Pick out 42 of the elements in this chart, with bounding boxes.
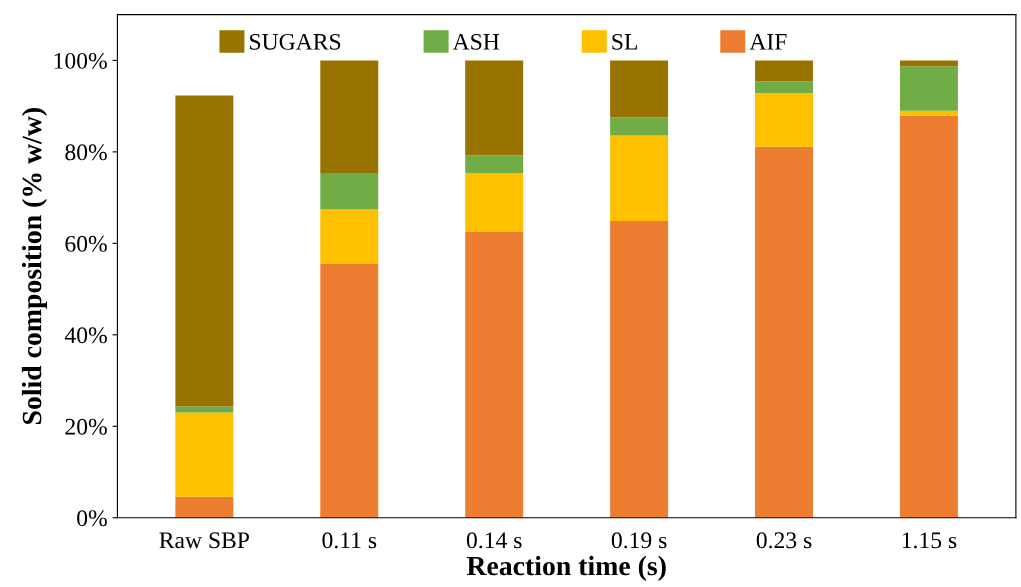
bar [465,60,524,156]
x-axis-title: Reaction time (s) [466,555,666,581]
bar [465,231,524,518]
bar [755,93,814,147]
legend-label: SUGARS [250,33,341,50]
bar [899,66,958,111]
bar [899,110,958,116]
x-tick-label: 0.14 s [466,532,522,549]
bar [175,95,234,407]
bar [755,81,814,94]
y-tick-label: 60% [65,235,107,252]
bar [899,115,958,518]
x-tick-label: 0.11 s [322,532,377,549]
bar [175,496,234,518]
bar [320,60,379,174]
legend-label: AIF [749,33,787,50]
y-tick-label: 0% [77,510,107,527]
bar [610,220,669,518]
x-tick-label: Raw SBP [159,532,250,549]
bar [465,172,524,232]
x-tick-label: 0.19 s [611,532,667,549]
y-tick-label: 80% [65,144,107,161]
bar [610,117,669,136]
bar [755,146,814,518]
bar [610,60,669,118]
bar [175,406,234,413]
y-tick-label: 20% [65,418,107,435]
bar [320,263,379,518]
bar [899,60,958,67]
legend-label: ASH [452,33,500,50]
bar [320,173,379,210]
y-tick-label: 40% [64,327,107,344]
x-tick-label: 1.15 s [902,532,957,549]
y-tick-label: 100% [54,52,107,69]
legend-label: SL [612,33,637,50]
bar [320,209,379,264]
bar [465,155,524,173]
y-axis-title: Solid composition (% w/w) [21,108,48,425]
bar [755,60,814,82]
bar [175,412,234,497]
bar [610,135,669,221]
x-tick-label: 0.23 s [756,532,812,549]
